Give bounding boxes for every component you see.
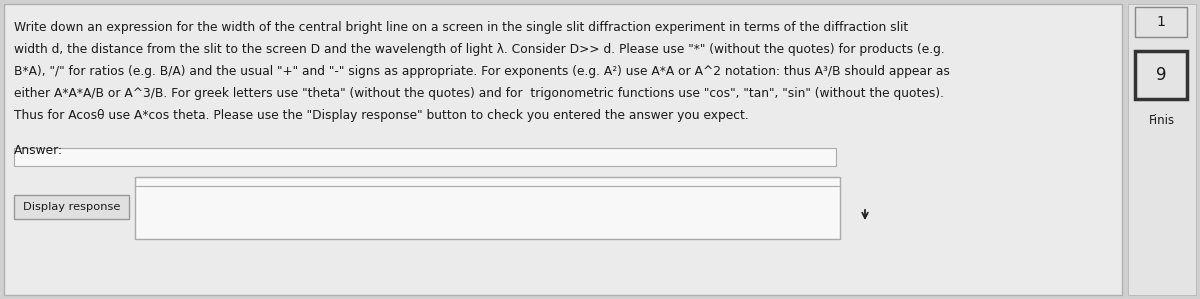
- FancyBboxPatch shape: [134, 177, 840, 239]
- Text: B*A), "/" for ratios (e.g. B/A) and the usual "+" and "-" signs as appropriate. : B*A), "/" for ratios (e.g. B/A) and the …: [14, 65, 950, 78]
- Text: 9: 9: [1156, 66, 1166, 84]
- FancyBboxPatch shape: [14, 148, 836, 166]
- Text: Thus for Acosθ use A*cos theta. Please use the "Display response" button to chec: Thus for Acosθ use A*cos theta. Please u…: [14, 109, 749, 122]
- Text: Write down an expression for the width of the central bright line on a screen in: Write down an expression for the width o…: [14, 21, 908, 34]
- Text: width d, the distance from the slit to the screen D and the wavelength of light : width d, the distance from the slit to t…: [14, 43, 944, 56]
- Text: Answer:: Answer:: [14, 144, 64, 157]
- FancyBboxPatch shape: [4, 4, 1122, 295]
- Text: Finis: Finis: [1148, 115, 1175, 127]
- FancyBboxPatch shape: [1135, 51, 1187, 99]
- Text: either A*A*A/B or A^3/B. For greek letters use "theta" (without the quotes) and : either A*A*A/B or A^3/B. For greek lette…: [14, 87, 944, 100]
- Text: 1: 1: [1157, 15, 1165, 29]
- FancyBboxPatch shape: [14, 195, 130, 219]
- FancyBboxPatch shape: [1128, 4, 1196, 295]
- FancyBboxPatch shape: [1135, 7, 1187, 37]
- Text: Display response: Display response: [23, 202, 120, 212]
